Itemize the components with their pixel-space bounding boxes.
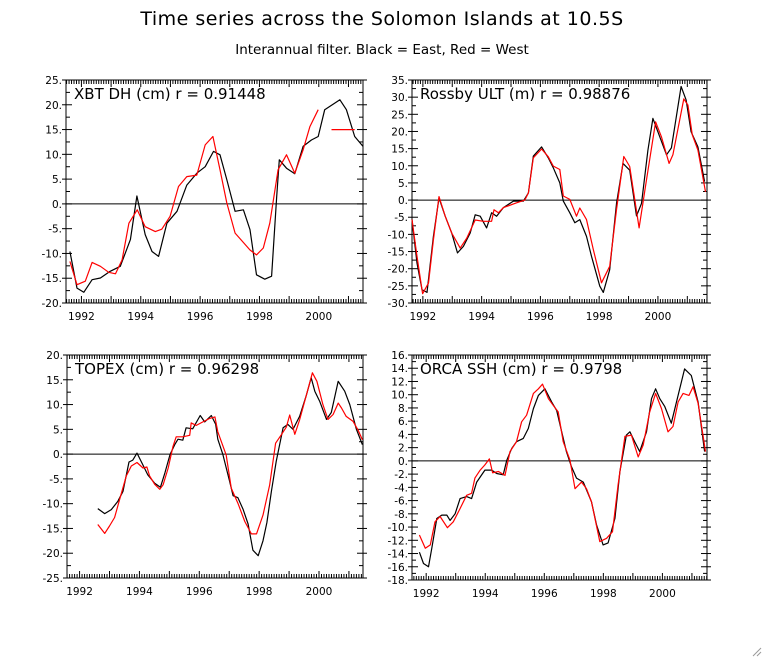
panel-label: Rossby ULT (m) r = 0.98876 [420, 85, 630, 103]
y-tick-label: -20. [43, 548, 64, 560]
series-line-west [69, 109, 319, 286]
x-tick-label: 2000 [305, 311, 332, 323]
y-tick-label: 20. [391, 126, 408, 138]
y-tick-label: 25. [45, 75, 62, 87]
y-tick-label: -15. [388, 247, 409, 259]
y-tick-label: -10. [388, 522, 409, 534]
y-tick-label: 16. [391, 350, 408, 362]
x-tick-label: 1992 [410, 311, 437, 323]
y-tick-label: -20. [388, 264, 409, 276]
y-tick-label: 0. [53, 449, 63, 461]
y-tick-label: 5. [53, 424, 63, 436]
y-tick-label: -5. [394, 212, 408, 224]
y-tick-label: -6. [394, 496, 408, 508]
series-line-west [411, 98, 707, 295]
y-tick-label: 20. [45, 100, 62, 112]
panel-2: 1992 1994 1996 1998 2000 -30. -25. -20. -15. -10.… [388, 75, 711, 323]
y-tick-label: -15. [43, 523, 64, 535]
panel-label: XBT DH (cm) r = 0.91448 [74, 85, 266, 103]
x-tick-label: 1994 [127, 311, 154, 323]
y-tick-label: 2. [398, 443, 408, 455]
y-tick-label: 4. [398, 429, 408, 441]
plot-frame [411, 79, 708, 304]
x-tick-label: 2000 [306, 586, 333, 598]
x-tick-label: 1992 [66, 586, 93, 598]
y-tick-label: 5. [398, 178, 408, 190]
y-tick-label: 25. [391, 109, 408, 121]
panel-label: ORCA SSH (cm) r = 0.9798 [420, 360, 622, 378]
x-tick-label: 2000 [649, 588, 676, 600]
y-tick-label: 0. [398, 195, 408, 207]
y-tick-label: 15. [391, 144, 408, 156]
series-line-west [97, 372, 363, 535]
y-tick-label: -30. [388, 298, 409, 310]
y-tick-label: 0. [52, 199, 62, 211]
panel-4: 1992 1994 1996 1998 2000 -18.-16.-14. -12.-10.… [388, 350, 711, 600]
y-tick-label: 35. [391, 75, 408, 87]
y-tick-label: -25. [43, 573, 64, 585]
y-tick-label: 15. [46, 375, 63, 387]
x-tick-label: 1992 [68, 311, 95, 323]
plot-frame [65, 79, 364, 304]
chart-subtitle: Interannual filter. Black = East, Red = … [235, 42, 529, 58]
y-tick-label: -5. [49, 474, 63, 486]
y-tick-label: 30. [391, 92, 408, 104]
series-line-east [97, 377, 363, 557]
y-tick-label: 10. [391, 161, 408, 173]
x-tick-label: 1998 [246, 586, 273, 598]
series-line-east [69, 99, 364, 293]
x-tick-label: 1994 [472, 588, 499, 600]
y-tick-label: 14. [391, 363, 408, 375]
series-line-east [411, 85, 706, 293]
panel-label: TOPEX (cm) r = 0.96298 [74, 360, 259, 378]
y-tick-label: -12. [388, 535, 409, 547]
panel-3: 1992 1994 1996 1998 2000 -25. -20. -15. -10. -5. 0… [43, 350, 367, 598]
x-tick-label: 1996 [531, 588, 558, 600]
y-tick-label: -2. [394, 469, 408, 481]
x-tick-label: 1996 [187, 311, 214, 323]
y-tick-label: 5. [52, 174, 62, 186]
y-tick-label: 10. [46, 400, 63, 412]
y-tick-label: 10. [45, 149, 62, 161]
x-tick-label: 1994 [126, 586, 153, 598]
y-tick-label: 10. [391, 390, 408, 402]
x-tick-label: 1996 [186, 586, 213, 598]
y-tick-label: 8. [398, 403, 408, 415]
x-tick-label: 1998 [586, 311, 613, 323]
x-tick-label: 2000 [645, 311, 672, 323]
x-tick-label: 1996 [527, 311, 554, 323]
y-tick-label: -18. [388, 575, 409, 587]
y-tick-label: -16. [388, 562, 409, 574]
y-tick-label: -14. [388, 549, 409, 561]
x-tick-label: 1998 [590, 588, 617, 600]
y-tick-label: -8. [394, 509, 408, 521]
y-tick-label: -10. [388, 229, 409, 241]
series-line-west [418, 383, 707, 549]
x-tick-label: 1994 [468, 311, 495, 323]
y-tick-label: -5. [48, 224, 62, 236]
y-tick-label: 12. [391, 376, 408, 388]
y-tick-label: 0. [398, 456, 408, 468]
panel-1: 1992 1994 1996 1998 2000 -20. -15. -10. -5. 0. 5. 1… [42, 75, 367, 323]
plot-frame [411, 354, 708, 581]
y-tick-label: 20. [46, 350, 63, 362]
y-tick-label: -20. [42, 298, 63, 310]
x-tick-label: 1998 [246, 311, 273, 323]
y-tick-label: -10. [42, 248, 63, 260]
y-tick-label: 6. [398, 416, 408, 428]
y-tick-label: -4. [394, 482, 408, 494]
resize-grip-icon[interactable] [750, 645, 762, 657]
y-tick-label: -25. [388, 281, 409, 293]
y-tick-label: 15. [45, 125, 62, 137]
series-line-east [418, 368, 706, 568]
y-tick-label: -10. [43, 499, 64, 511]
chart-title: Time series across the Solomon Islands a… [140, 8, 624, 30]
x-tick-label: 1992 [413, 588, 440, 600]
y-tick-label: -15. [42, 273, 63, 285]
